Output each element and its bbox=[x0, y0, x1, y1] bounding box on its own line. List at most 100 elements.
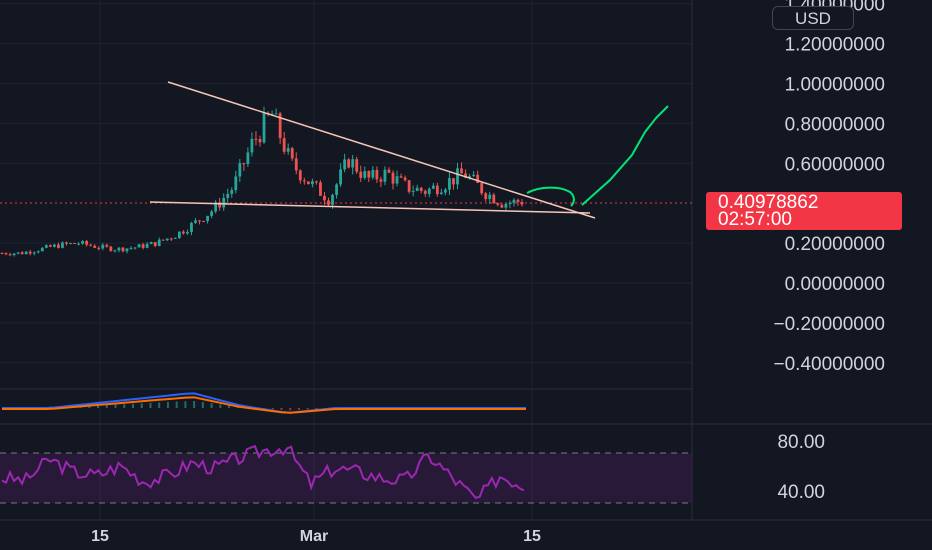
candle-body bbox=[367, 171, 371, 178]
candle-body bbox=[282, 138, 286, 152]
candle-body bbox=[16, 252, 20, 254]
candle-body bbox=[508, 202, 512, 204]
rsi-tick-label: 40.00 bbox=[777, 482, 825, 503]
candle-body bbox=[492, 194, 496, 204]
candle-body bbox=[53, 244, 56, 247]
rsi-line bbox=[1, 444, 525, 500]
candle-body bbox=[504, 203, 508, 208]
projection-path[interactable] bbox=[581, 105, 669, 206]
candle-body bbox=[214, 202, 218, 212]
candle-body bbox=[379, 179, 383, 182]
candle-body bbox=[4, 253, 8, 255]
candle-body bbox=[444, 189, 447, 193]
descending-trendline[interactable] bbox=[167, 81, 596, 219]
candle-body bbox=[464, 173, 467, 178]
candle-body bbox=[399, 176, 403, 178]
candle-body bbox=[24, 251, 28, 255]
candle-body bbox=[319, 182, 322, 196]
candle-body bbox=[149, 242, 153, 244]
last-price-label: 0.40978862 02:57:00 bbox=[706, 192, 902, 230]
candle-body bbox=[480, 182, 484, 194]
candle-body bbox=[181, 231, 185, 234]
candle-body bbox=[141, 244, 145, 248]
candle-body bbox=[274, 113, 278, 115]
candle-body bbox=[145, 243, 149, 248]
projection-arc[interactable] bbox=[526, 186, 575, 207]
candle-body bbox=[335, 184, 338, 195]
candle-body bbox=[157, 239, 161, 246]
candle-body bbox=[484, 193, 488, 200]
last-price-value: 0.40978862 bbox=[718, 192, 819, 213]
candle-body bbox=[93, 245, 97, 248]
candle-body bbox=[137, 244, 141, 248]
candle-body bbox=[173, 237, 177, 239]
candle-body bbox=[238, 163, 242, 177]
candle-body bbox=[234, 176, 238, 191]
candle-body bbox=[222, 197, 226, 208]
candle-body bbox=[28, 251, 32, 254]
candle-body bbox=[97, 247, 101, 249]
candle-body bbox=[460, 168, 463, 174]
candle-body bbox=[395, 176, 399, 184]
candle-body bbox=[331, 194, 334, 205]
price-tick-label: 0.00000000 bbox=[785, 274, 885, 295]
candle-body bbox=[218, 202, 222, 208]
candle-body bbox=[262, 112, 266, 143]
candle-body bbox=[194, 220, 197, 223]
time-tick-label: Mar bbox=[300, 528, 328, 545]
candle-body bbox=[61, 242, 64, 248]
candle-body bbox=[456, 168, 459, 185]
candle-body bbox=[190, 222, 193, 232]
candle-body bbox=[117, 247, 121, 251]
candle-body bbox=[419, 187, 423, 191]
candle-body bbox=[427, 188, 431, 194]
candle-body bbox=[355, 159, 359, 172]
candle-body bbox=[327, 200, 330, 205]
candle-body bbox=[500, 204, 504, 208]
candle-body bbox=[44, 245, 48, 248]
candle-body bbox=[81, 240, 85, 244]
rsi-tick-label: 80.00 bbox=[777, 432, 825, 453]
price-tick-label: 0.60000000 bbox=[785, 154, 885, 175]
candle-body bbox=[302, 180, 306, 182]
currency-button[interactable]: USD bbox=[772, 6, 854, 30]
candle-body bbox=[77, 243, 80, 245]
candle-body bbox=[198, 220, 201, 222]
candle-body bbox=[85, 240, 89, 245]
candle-body bbox=[226, 193, 230, 198]
price-axis[interactable]: 1.400000001.200000001.000000000.80000000… bbox=[774, 0, 885, 375]
candle-body bbox=[161, 239, 165, 241]
candle-body bbox=[0, 253, 4, 255]
candle-body bbox=[73, 243, 76, 245]
candle-body bbox=[431, 185, 435, 189]
candle-body bbox=[12, 253, 16, 256]
candle-body bbox=[165, 238, 169, 241]
price-tick-label: 1.00000000 bbox=[785, 75, 885, 96]
candle-body bbox=[496, 203, 500, 205]
candle-body bbox=[270, 113, 274, 115]
candle-body bbox=[206, 215, 209, 222]
candle-body bbox=[36, 251, 40, 253]
candle-body bbox=[452, 178, 455, 185]
support-line[interactable] bbox=[149, 201, 591, 214]
candle-body bbox=[286, 148, 290, 152]
candle-body bbox=[403, 177, 407, 181]
candle-body bbox=[306, 181, 310, 185]
candle-body bbox=[242, 163, 246, 165]
candle-body bbox=[250, 138, 254, 153]
candle-body bbox=[435, 185, 439, 195]
candle-body bbox=[488, 194, 492, 200]
candle-body bbox=[57, 244, 60, 248]
candle-body bbox=[8, 254, 12, 256]
candle-body bbox=[105, 244, 109, 247]
candle-body bbox=[375, 169, 379, 180]
candle-body bbox=[476, 174, 480, 183]
candle-body bbox=[32, 252, 36, 254]
candle-body bbox=[133, 247, 137, 249]
candle-body bbox=[186, 231, 189, 234]
candle-body bbox=[177, 231, 181, 238]
time-tick-label: 15 bbox=[91, 528, 109, 545]
time-axis[interactable]: 15 Mar 15 bbox=[91, 528, 541, 545]
rsi-axis: 80.00 40.00 bbox=[777, 432, 825, 503]
